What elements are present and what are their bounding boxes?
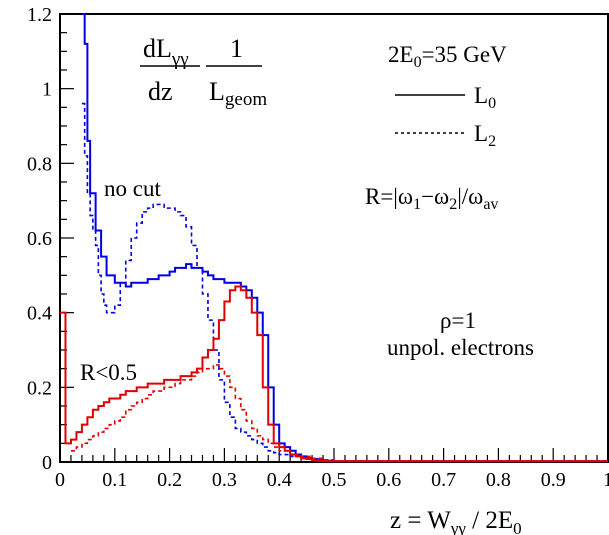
formula-num-left-sub: γγ bbox=[171, 49, 189, 70]
electrons-label: unpol. electrons bbox=[387, 335, 534, 360]
series-3-line bbox=[70, 364, 609, 462]
x-tick-label: 0.4 bbox=[267, 469, 292, 491]
energy-sub: 0 bbox=[414, 54, 422, 71]
svg-text:L0: L0 bbox=[474, 83, 496, 112]
formula-den-right: L bbox=[209, 77, 225, 106]
tick-labels: 0 0.1 0.2 0.3 0.4 0.5 0.6 0.7 0.8 0.9 1 0 0.2 0.4 0.6 0… bbox=[27, 4, 609, 491]
svg-text:L2: L2 bbox=[474, 121, 496, 150]
legend-l2-label: L bbox=[474, 121, 488, 146]
x-tick-label: 1 bbox=[603, 469, 609, 491]
x-tick-label: 0.2 bbox=[157, 469, 182, 491]
formula-den-left: dz bbox=[148, 77, 173, 106]
r-def-c: |/ω bbox=[457, 184, 483, 209]
svg-text:2E0=35 GeV: 2E0=35 GeV bbox=[388, 42, 507, 71]
x-tick-label: 0.7 bbox=[431, 469, 456, 491]
svg-text:z = Wγγ / 2E0: z = Wγγ / 2E0 bbox=[390, 507, 522, 535]
energy-tail: =35 GeV bbox=[422, 42, 508, 67]
r-def-a: R=|ω bbox=[365, 184, 413, 209]
legend-l0-sub: 0 bbox=[488, 95, 496, 112]
legend-l0-label: L bbox=[474, 83, 488, 108]
series-0-line bbox=[81, 13, 608, 463]
r-def-b-sub: 2 bbox=[449, 196, 457, 213]
y-tick-label: 0.6 bbox=[27, 228, 52, 250]
y-tick-label: 0.8 bbox=[27, 153, 52, 175]
x-tick-label: 0.3 bbox=[212, 469, 237, 491]
formula-num-right: 1 bbox=[230, 34, 243, 63]
x-tick-label: 0.6 bbox=[376, 469, 401, 491]
x-tick-label: 0.1 bbox=[102, 469, 127, 491]
y-tick-label: 1 bbox=[42, 79, 52, 101]
r-def-c-sub: av bbox=[483, 196, 498, 213]
tick-marks bbox=[59, 13, 609, 463]
x-tick-label: 0.5 bbox=[322, 469, 347, 491]
svg-text:Lgeom: Lgeom bbox=[209, 77, 267, 110]
x-tick-label: 0.9 bbox=[541, 469, 566, 491]
x-tick-label: 0 bbox=[55, 469, 65, 491]
svg-text:dLγγ: dLγγ bbox=[143, 34, 189, 70]
y-tick-label: 0.2 bbox=[27, 377, 52, 399]
formula-den-right-sub: geom bbox=[225, 89, 267, 110]
y-tick-label: 0 bbox=[42, 452, 52, 474]
no-cut-label: no cut bbox=[104, 176, 161, 201]
x-axis-label: z = W bbox=[390, 507, 451, 534]
y-tick-label: 1.2 bbox=[27, 4, 52, 26]
x-axis-label-tail: / 2E bbox=[466, 507, 513, 534]
x-axis-label-sub: γγ bbox=[450, 519, 467, 535]
r-def-a-sub: 1 bbox=[413, 196, 421, 213]
r-def-b: −ω bbox=[421, 184, 449, 209]
x-tick-label: 0.8 bbox=[486, 469, 511, 491]
y-tick-label: 0.4 bbox=[27, 303, 52, 325]
x-axis-label-tail-sub: 0 bbox=[513, 519, 522, 535]
series-2-line bbox=[60, 285, 608, 463]
series-1-line bbox=[81, 102, 608, 463]
formula-num-left: dL bbox=[143, 34, 172, 63]
rho-label: ρ=1 bbox=[440, 308, 476, 333]
legend-l2-sub: 2 bbox=[488, 133, 496, 150]
series-group bbox=[60, 13, 609, 463]
formula-annotation: dLγγ 1 dz Lgeom bbox=[140, 34, 267, 110]
r-cut-label: R<0.5 bbox=[80, 360, 137, 385]
plot-frame bbox=[59, 13, 609, 463]
svg-text:R=|ω1−ω2|/ωav: R=|ω1−ω2|/ωav bbox=[365, 184, 498, 213]
energy-label: 2E bbox=[388, 42, 414, 67]
